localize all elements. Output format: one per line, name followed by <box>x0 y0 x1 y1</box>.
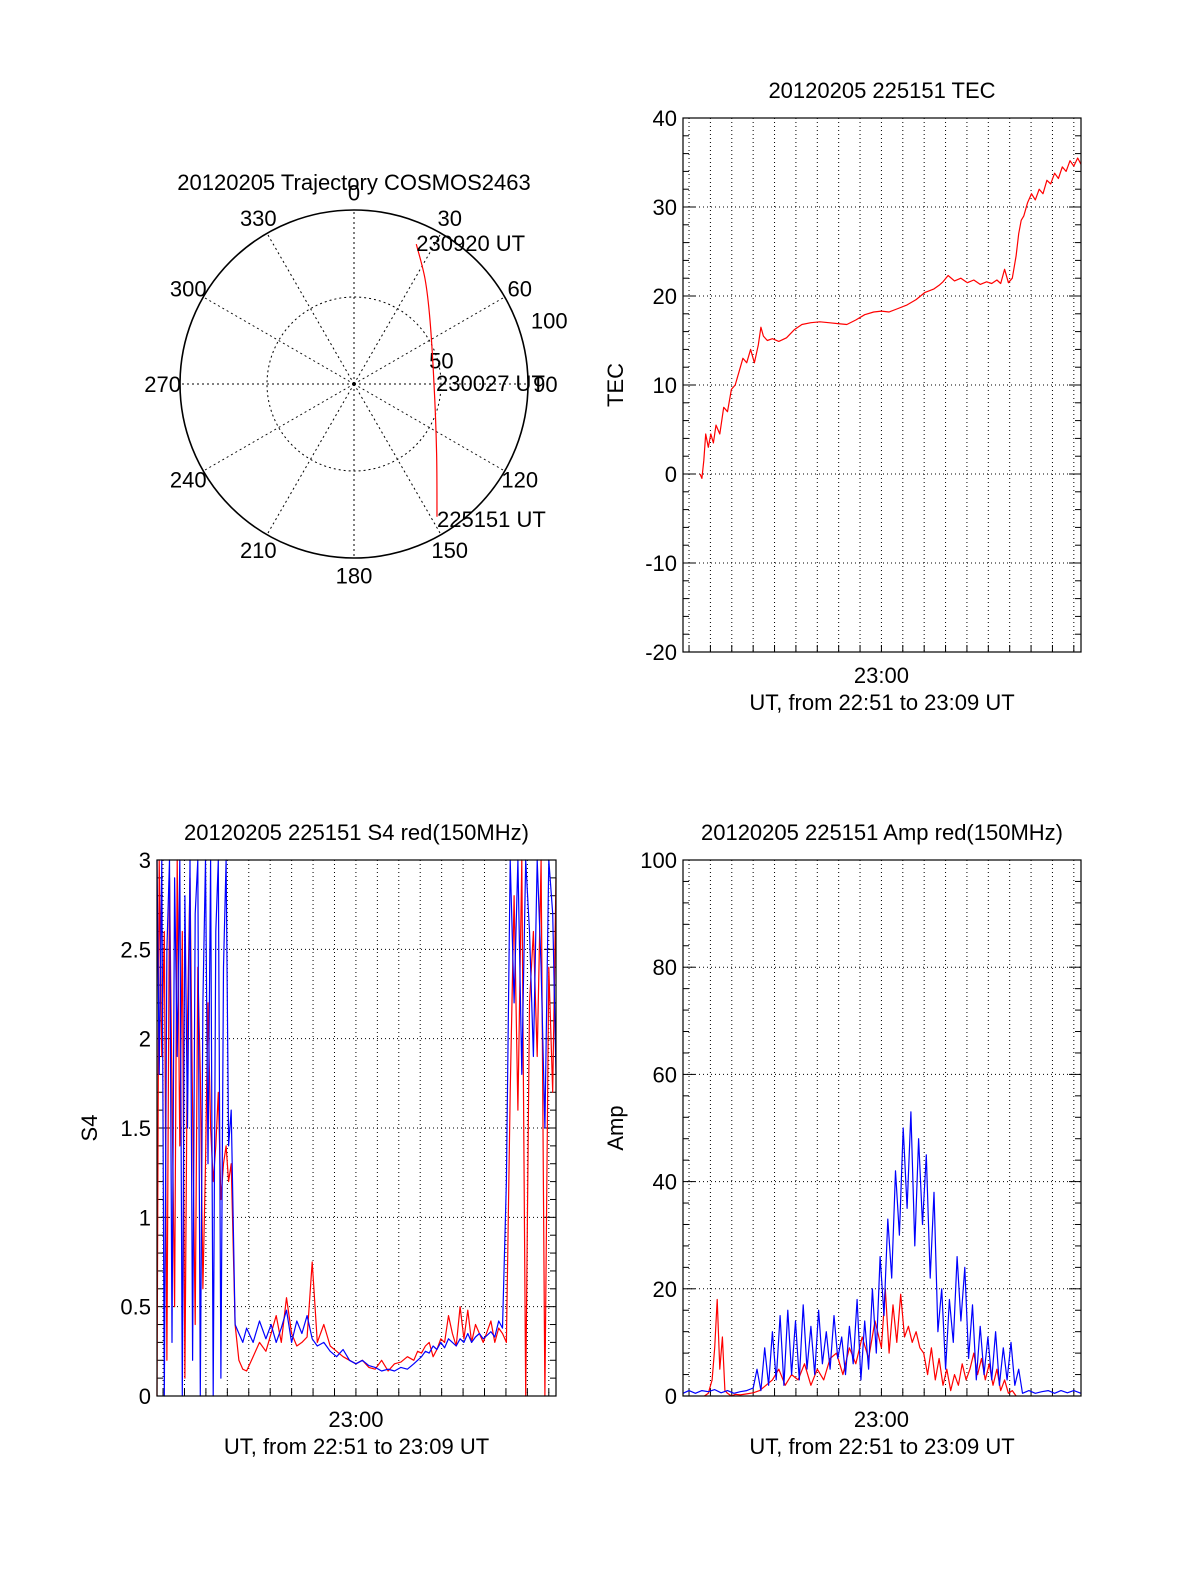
y-axis-label: S4 <box>77 1115 102 1142</box>
angle-label: 60 <box>508 276 532 301</box>
y-tick-label: 0 <box>139 1384 151 1409</box>
plot-frame <box>682 859 1082 1397</box>
y-tick-label: 2.5 <box>120 937 151 962</box>
s4-panel: 0 0.5 1 1.5 2 2.5 3 20120205 225151 S4 red(150M… <box>77 820 557 1459</box>
plot-frame <box>682 117 1082 653</box>
angle-grid-spoke <box>203 383 355 472</box>
y-tick-label: 1.5 <box>120 1116 151 1141</box>
angle-label: 270 <box>144 372 181 397</box>
y-tick-label: -20 <box>645 640 677 665</box>
angle-label: 120 <box>501 468 538 493</box>
angle-grid-spoke <box>266 383 355 535</box>
angle-grid-spoke <box>353 233 442 385</box>
x-axis-label: UT, from 22:51 to 23:09 UT <box>749 1434 1014 1459</box>
radial-label: 100 <box>531 309 568 334</box>
angle-label: 0 <box>348 181 360 206</box>
chart-title: 20120205 225151 Amp red(150MHz) <box>701 820 1063 845</box>
y-tick-label: 40 <box>653 106 677 131</box>
angle-label: 240 <box>170 468 207 493</box>
y-tick-label: 100 <box>640 848 677 873</box>
angle-label: 150 <box>431 538 468 563</box>
plot-frame <box>156 859 557 1397</box>
x-axis-label: UT, from 22:51 to 23:09 UT <box>749 690 1014 715</box>
y-tick-label: 60 <box>653 1062 677 1087</box>
amp-panel: 0 20 40 60 80 100 20120205 225151 Amp red(150M… <box>603 820 1082 1459</box>
y-tick-label: 20 <box>653 284 677 309</box>
angle-label: 180 <box>336 563 373 588</box>
y-tick-label: 0.5 <box>120 1295 151 1320</box>
x-axis-label: UT, from 22:51 to 23:09 UT <box>224 1434 489 1459</box>
chart-title: 20120205 Trajectory COSMOS2463 <box>177 170 530 195</box>
angle-grid-spoke <box>353 383 442 535</box>
angle-label: 30 <box>437 206 461 231</box>
y-tick-label: 0 <box>665 1384 677 1409</box>
chart-title: 20120205 225151 TEC <box>768 78 995 103</box>
y-axis-label: Amp <box>603 1105 628 1150</box>
y-tick-label: 3 <box>139 848 151 873</box>
angle-label: 90 <box>533 372 557 397</box>
y-tick-label: 80 <box>653 955 677 980</box>
angle-grid-spoke <box>203 296 355 385</box>
x-tick-label: 23:00 <box>854 663 909 688</box>
series-line-1 <box>682 1111 1082 1394</box>
time-annotation: 230027 UT <box>436 371 545 396</box>
angle-label: 210 <box>240 538 277 563</box>
trajectory-line-0 <box>415 243 438 517</box>
time-annotation: 225151 UT <box>437 507 546 532</box>
y-tick-label: 10 <box>653 373 677 398</box>
angle-grid-spoke <box>266 233 355 385</box>
x-tick-label: 23:00 <box>854 1407 909 1432</box>
tec-panel: -20 -10 0 10 20 30 40 20120205 225151 TEC 23:00U… <box>603 78 1082 715</box>
series-line-0 <box>156 859 557 1397</box>
time-annotation: 230920 UT <box>416 231 525 256</box>
angle-label: 300 <box>170 276 207 301</box>
y-tick-label: -10 <box>645 551 677 576</box>
series-line-0 <box>699 157 1082 479</box>
y-tick-label: 1 <box>139 1205 151 1230</box>
angle-grid-spoke <box>353 296 505 385</box>
outer-circle <box>179 209 529 559</box>
y-tick-label: 0 <box>665 462 677 487</box>
y-tick-label: 2 <box>139 1027 151 1052</box>
chart-title: 20120205 225151 S4 red(150MHz) <box>184 820 529 845</box>
series-line-1 <box>156 859 557 1397</box>
x-tick-label: 23:00 <box>328 1407 383 1432</box>
y-tick-label: 20 <box>653 1277 677 1302</box>
y-tick-label: 30 <box>653 195 677 220</box>
y-tick-label: 40 <box>653 1170 677 1195</box>
angle-grid-spoke <box>353 383 505 472</box>
y-axis-label: TEC <box>603 363 628 407</box>
angle-label: 330 <box>240 206 277 231</box>
